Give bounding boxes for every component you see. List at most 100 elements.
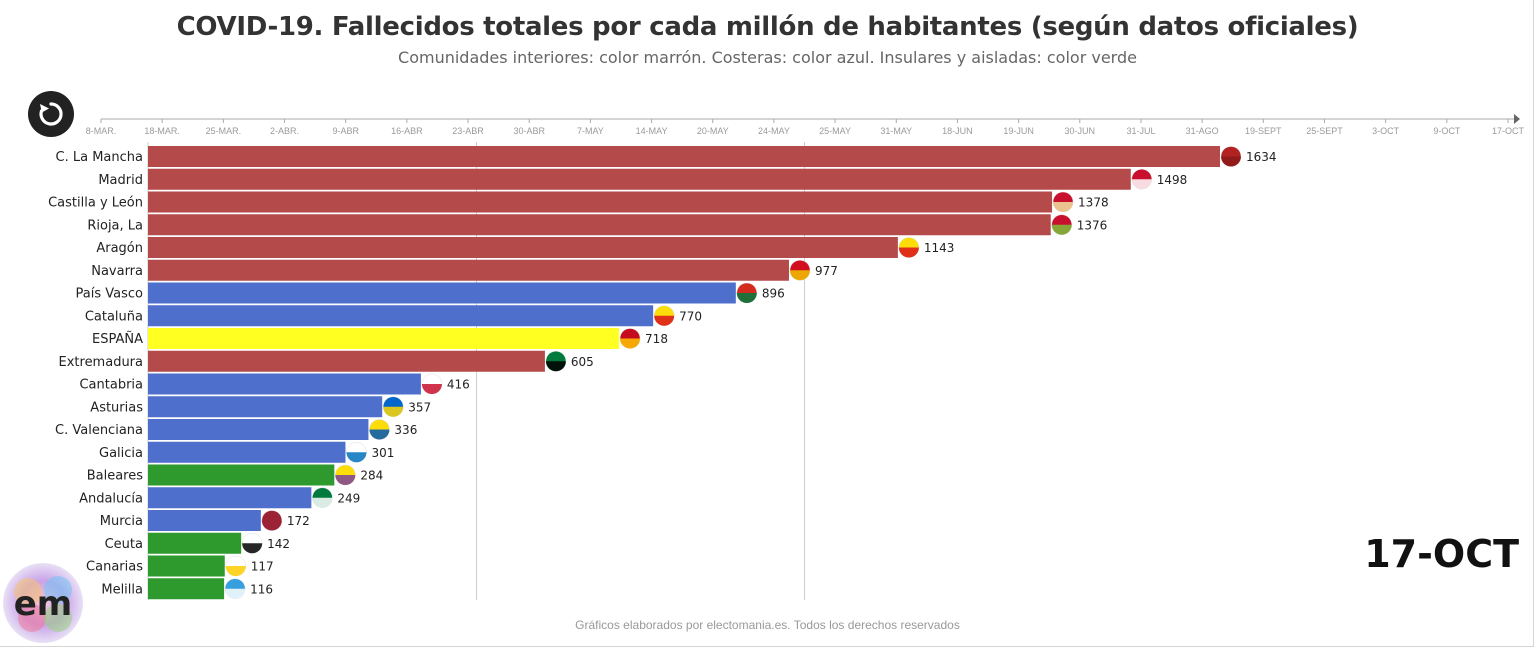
current-date-label: 17-OCT [1364, 532, 1519, 576]
bar [148, 237, 898, 258]
bar [148, 555, 225, 577]
value-label: 416 [447, 378, 470, 392]
canarias-flag-icon [225, 555, 247, 577]
bar [148, 510, 261, 531]
timeline-tick-label: 9-OCT [1433, 126, 1461, 136]
galicia-flag-icon [346, 442, 367, 463]
category-label: Melilla [101, 582, 143, 597]
bar [148, 282, 736, 304]
value-label: 116 [250, 582, 273, 596]
category-label: Extremadura [59, 355, 144, 370]
category-label: ESPAÑA [92, 331, 143, 347]
bar [148, 419, 369, 440]
bar [148, 328, 620, 349]
value-label: 301 [371, 446, 394, 460]
bar [148, 578, 225, 600]
castilla-leon-flag-icon [1052, 191, 1074, 213]
category-label: Aragón [96, 241, 143, 256]
value-label: 1634 [1246, 150, 1277, 164]
timeline-tick-label: 7-MAY [577, 126, 604, 136]
bar [148, 396, 383, 418]
timeline-tick-label: 30-JUN [1065, 126, 1096, 136]
valenciana-flag-icon [369, 419, 390, 440]
extremadura-flag-icon [545, 351, 567, 372]
cantabria-flag-icon [421, 373, 443, 395]
value-label: 770 [679, 309, 702, 323]
bar [148, 487, 312, 509]
value-label: 117 [251, 560, 274, 574]
value-label: 1143 [924, 241, 955, 255]
bar [148, 441, 346, 463]
pais-vasco-flag-icon [736, 282, 758, 304]
value-label: 605 [571, 355, 594, 369]
rioja-flag-icon [1051, 214, 1072, 235]
value-label: 249 [337, 491, 360, 505]
timeline-tick-label: 17-OCT [1492, 126, 1525, 136]
bar [148, 350, 545, 372]
baleares-flag-icon [335, 464, 356, 486]
category-label: País Vasco [76, 287, 144, 302]
category-label: Asturias [90, 400, 143, 415]
value-label: 1378 [1078, 196, 1109, 210]
timeline-tick-label: 9-ABR [332, 126, 359, 136]
category-label: C. Valenciana [55, 423, 143, 438]
category-label: Cataluña [85, 309, 143, 324]
timeline-tick-label: 25-SEPT [1306, 126, 1343, 136]
replay-icon [39, 102, 63, 126]
madrid-flag-icon [1131, 169, 1153, 190]
replay-button[interactable] [28, 91, 74, 137]
bar [148, 532, 242, 554]
timeline-tick-label: 25-MAR. [206, 126, 242, 136]
timeline-cursor-icon [1514, 114, 1520, 124]
timeline-tick-label: 31-JUL [1126, 126, 1155, 136]
timeline-tick-label: 23-ABR [452, 126, 484, 136]
category-label: Rioja, La [87, 218, 143, 233]
category-label: Murcia [100, 514, 143, 529]
value-label: 142 [267, 537, 290, 551]
timeline-tick-label: 31-MAY [880, 126, 912, 136]
timeline-tick-label: 3-OCT [1372, 126, 1400, 136]
ceuta-flag-icon [241, 533, 263, 554]
timeline-tick-label: 18-JUN [942, 126, 973, 136]
value-label: 172 [287, 514, 310, 528]
asturias-flag-icon [382, 396, 404, 417]
value-label: 336 [394, 423, 417, 437]
category-label: Galicia [99, 446, 143, 461]
timeline-tick-label: 20-MAY [697, 126, 729, 136]
value-label: 718 [645, 332, 668, 346]
andalucia-flag-icon [312, 487, 333, 508]
category-label: Cantabria [79, 378, 143, 393]
murcia-flag-icon [261, 510, 283, 531]
value-label: 1376 [1077, 218, 1108, 232]
timeline-tick-label: 2-ABR. [270, 126, 299, 136]
espana-flag-icon [619, 328, 641, 349]
timeline-tick-label: 19-SEPT [1245, 126, 1282, 136]
cataluna-flag-icon [653, 305, 675, 326]
chart-subtitle: Comunidades interiores: color marrón. Co… [398, 48, 1137, 67]
category-label: Andalucía [79, 491, 143, 506]
timeline-tick-label: 8-MAR. [86, 126, 117, 136]
category-label: Canarias [86, 560, 143, 575]
chart-title: COVID-19. Fallecidos totales por cada mi… [176, 12, 1359, 42]
timeline-tick-label: 14-MAY [636, 126, 668, 136]
category-label: Castilla y León [48, 196, 143, 211]
footer-credit: Gráficos elaborados por electomania.es. … [575, 618, 960, 632]
category-label: C. La Mancha [56, 150, 143, 165]
bar [148, 373, 421, 395]
clm-flag-icon [1220, 146, 1242, 167]
navarra-flag-icon [789, 260, 811, 281]
bar [148, 191, 1053, 213]
timeline-tick-label: 18-MAR. [144, 126, 180, 136]
value-label: 284 [360, 469, 383, 483]
category-label: Navarra [91, 264, 143, 279]
logo-text: em [14, 584, 73, 624]
bar [148, 168, 1131, 190]
bar [148, 259, 789, 281]
value-label: 896 [762, 287, 785, 301]
bar [148, 214, 1051, 236]
timeline-tick-label: 16-ABR [391, 126, 423, 136]
category-label: Baleares [87, 469, 144, 484]
timeline-tick-label: 24-MAY [758, 126, 790, 136]
